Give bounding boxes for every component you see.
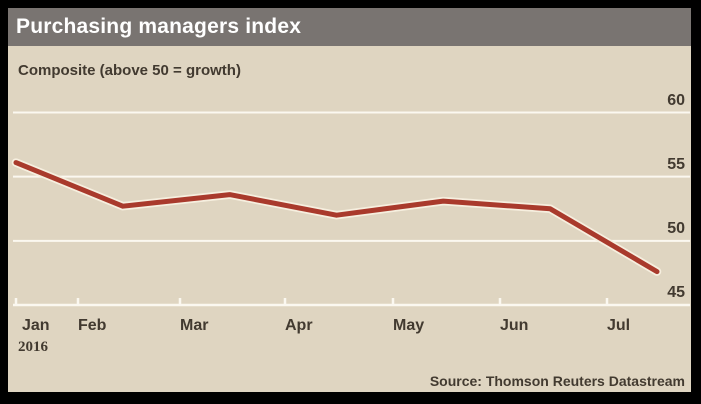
y-axis-label: 45 bbox=[667, 284, 685, 301]
page-title: Purchasing managers index bbox=[16, 15, 302, 38]
y-axis-label: 60 bbox=[667, 91, 685, 109]
x-axis-label: Jun bbox=[500, 317, 529, 334]
data-line-composite-pmi bbox=[13, 160, 660, 275]
chart-subtitle: Composite (above 50 = growth) bbox=[18, 62, 241, 79]
chart-panel: Purchasing managers index Composite (abo… bbox=[8, 8, 691, 392]
x-axis-year-label: 2016 bbox=[18, 339, 48, 355]
x-axis-label: May bbox=[393, 317, 425, 334]
line-chart bbox=[11, 111, 690, 307]
x-axis-label: Apr bbox=[285, 317, 313, 334]
chart-header-bar: Purchasing managers index bbox=[8, 8, 691, 46]
x-axis-label: Mar bbox=[180, 317, 209, 334]
source-note: Source: Thomson Reuters Datastream bbox=[429, 373, 685, 389]
x-axis-label: Jan bbox=[22, 317, 50, 334]
x-axis-label: Jul bbox=[607, 317, 631, 334]
x-axis-label: Feb bbox=[78, 317, 107, 334]
y-axis-label: 50 bbox=[667, 219, 685, 237]
y-axis-label: 55 bbox=[667, 155, 685, 173]
